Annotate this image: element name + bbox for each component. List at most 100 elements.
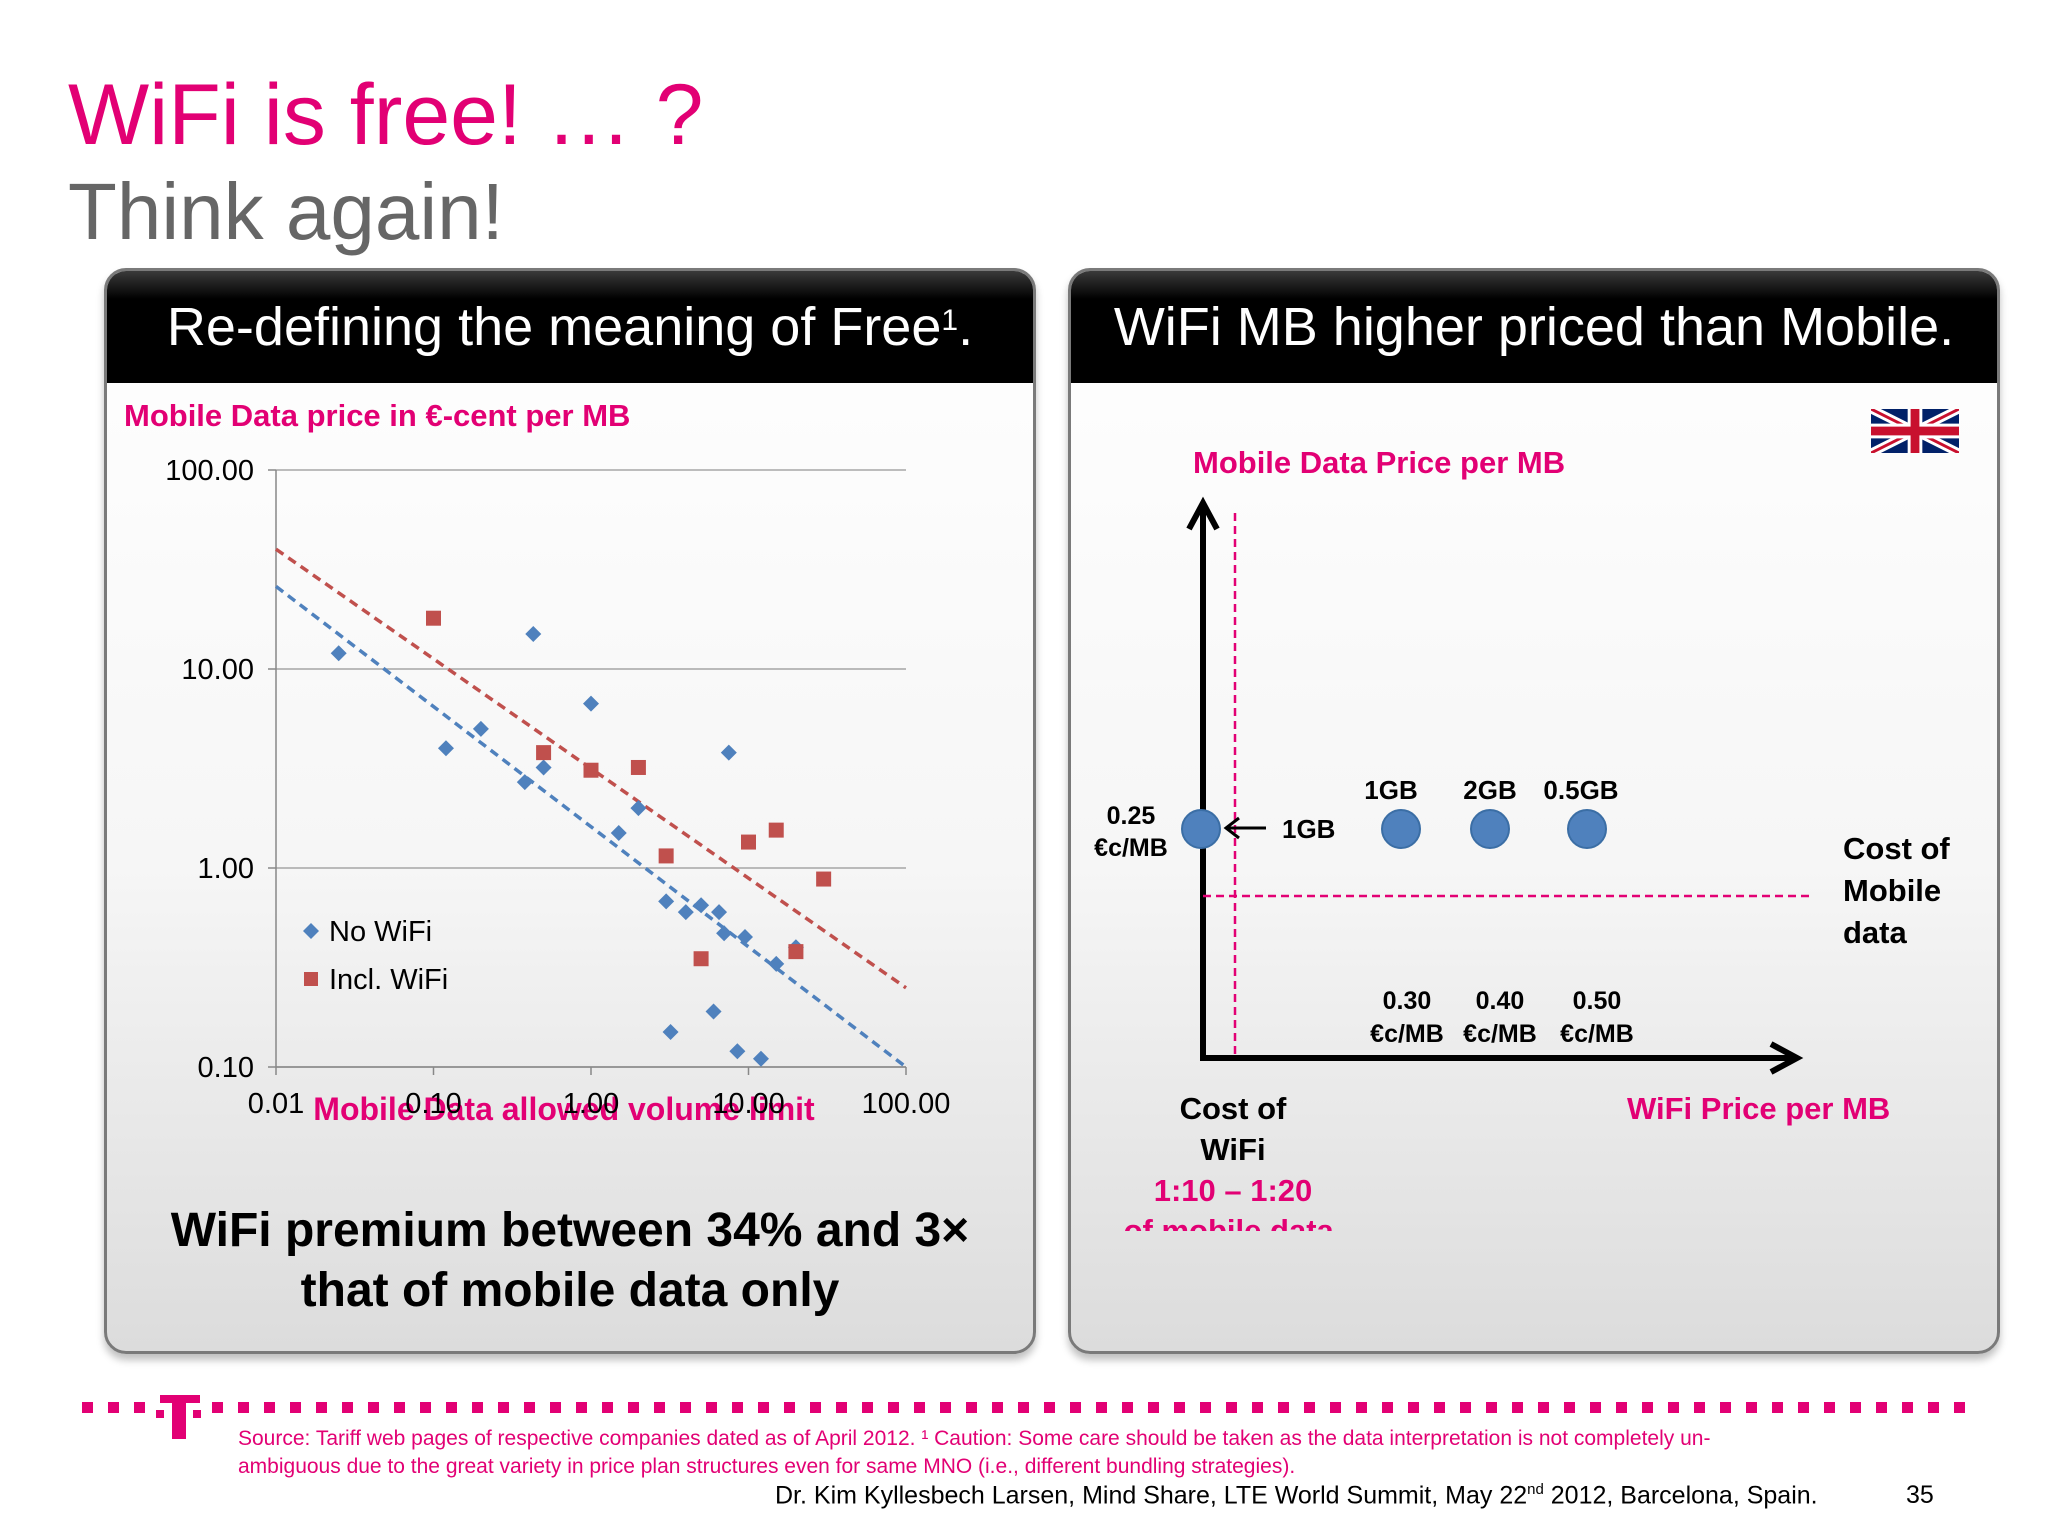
bubble-1gb-price-2: €c/MB bbox=[1370, 1020, 1444, 1048]
trendline-no-wifi bbox=[274, 585, 908, 1069]
y-axis-label: Mobile Data Price per MB bbox=[1193, 445, 1565, 480]
pointer-arrowhead bbox=[1223, 816, 1240, 840]
footer-dot bbox=[342, 1402, 353, 1413]
data-point-no-wifi bbox=[583, 695, 599, 712]
footer-dot bbox=[1434, 1402, 1445, 1413]
left-panel-header-text: Re-defining the meaning of Free bbox=[166, 297, 942, 357]
data-point-no-wifi bbox=[610, 824, 627, 841]
wifi-cost-label-2: WiFi bbox=[1200, 1132, 1265, 1167]
footer-dot bbox=[966, 1402, 977, 1413]
data-point-no-wifi bbox=[330, 645, 347, 662]
footer-dot bbox=[1252, 1402, 1263, 1413]
footer-dot bbox=[1720, 1402, 1731, 1413]
footer-dot bbox=[1928, 1402, 1939, 1413]
data-point-no-wifi bbox=[658, 893, 675, 910]
mobile-cost-label-2: Mobile bbox=[1843, 873, 1941, 908]
data-point-no-wifi bbox=[711, 904, 728, 921]
footer-dot bbox=[108, 1402, 119, 1413]
x-axis-arrowhead bbox=[1769, 1041, 1804, 1075]
legend-label: No WiFi bbox=[329, 916, 432, 948]
footer-dot bbox=[1486, 1402, 1497, 1413]
footer-dot bbox=[836, 1402, 847, 1413]
footer-dot bbox=[368, 1402, 379, 1413]
t-logo-icon bbox=[156, 1395, 201, 1439]
footer-dot bbox=[602, 1402, 613, 1413]
bubble-05gb-price-2: €c/MB bbox=[1560, 1020, 1634, 1048]
ratio-label-2: of mobile data. bbox=[1124, 1213, 1343, 1231]
scatter-chart: Mobile Data price in €-cent per MB Mobil… bbox=[124, 398, 950, 1123]
footer-dot bbox=[1200, 1402, 1211, 1413]
footer-dot bbox=[888, 1402, 899, 1413]
footer-dot bbox=[446, 1402, 457, 1413]
data-point-incl-wifi bbox=[788, 944, 804, 960]
bubble-1gb-price-1: 0.30 bbox=[1383, 987, 1432, 1015]
bubble-2gb-price-2: €c/MB bbox=[1463, 1020, 1537, 1048]
footer-dot bbox=[1772, 1402, 1783, 1413]
footer-dot bbox=[784, 1402, 795, 1413]
footer-dot bbox=[550, 1402, 561, 1413]
data-point-incl-wifi bbox=[658, 848, 674, 864]
footer-dot bbox=[1876, 1402, 1887, 1413]
data-point-no-wifi bbox=[720, 744, 737, 761]
x-tick-label: 10.00 bbox=[712, 1088, 785, 1120]
wifi-cost-label-1: Cost of bbox=[1180, 1091, 1287, 1126]
data-point-incl-wifi bbox=[816, 871, 832, 887]
footer-dot bbox=[1564, 1402, 1575, 1413]
footer-dot bbox=[82, 1402, 93, 1413]
y-tick-label: 1.00 bbox=[198, 853, 254, 885]
footer-dot bbox=[1694, 1402, 1705, 1413]
y-axis-arrowhead bbox=[1186, 496, 1220, 531]
right-panel: WiFi MB higher priced than Mobile. Mobil… bbox=[1068, 268, 2000, 1354]
footer-dot bbox=[706, 1402, 717, 1413]
page-number: 35 bbox=[1906, 1481, 1934, 1509]
footer-dot bbox=[1642, 1402, 1653, 1413]
footer-dot bbox=[1824, 1402, 1835, 1413]
axis-point-price-line-1: 0.25 bbox=[1107, 802, 1156, 830]
axis-price-bubble bbox=[1181, 809, 1221, 849]
footer-dot bbox=[1460, 1402, 1471, 1413]
right-panel-header: WiFi MB higher priced than Mobile. bbox=[1071, 271, 1997, 383]
footer-dot bbox=[1330, 1402, 1341, 1413]
footer-dot bbox=[212, 1402, 223, 1413]
bubble-05gb bbox=[1567, 809, 1607, 849]
credit-sup: nd bbox=[1527, 1481, 1544, 1498]
left-panel-header-end: . bbox=[958, 297, 974, 357]
bubble-2gb bbox=[1470, 809, 1510, 849]
data-point-incl-wifi bbox=[693, 951, 709, 967]
x-tick-label: 0.10 bbox=[405, 1088, 461, 1120]
footer-dot bbox=[1122, 1402, 1133, 1413]
footer-dot bbox=[628, 1402, 639, 1413]
footer-dot bbox=[992, 1402, 1003, 1413]
footer-dot bbox=[1590, 1402, 1601, 1413]
footer-dot bbox=[940, 1402, 951, 1413]
footer-dot bbox=[472, 1402, 483, 1413]
footer-dot bbox=[1382, 1402, 1393, 1413]
footer-dot bbox=[290, 1402, 301, 1413]
footer-dot bbox=[394, 1402, 405, 1413]
data-point-no-wifi bbox=[630, 800, 647, 817]
footer-dot bbox=[498, 1402, 509, 1413]
footer-dot bbox=[420, 1402, 431, 1413]
footer-dot bbox=[1278, 1402, 1289, 1413]
x-tick-label: 1.00 bbox=[563, 1088, 619, 1120]
footer-dot bbox=[1408, 1402, 1419, 1413]
left-panel-header: Re-defining the meaning of Free1. bbox=[107, 271, 1033, 383]
conclusion-text: WiFi premium between 34% and 3× that of … bbox=[107, 1201, 1033, 1321]
bubble-1gb bbox=[1381, 809, 1421, 849]
footer-dot bbox=[1044, 1402, 1055, 1413]
data-point-no-wifi bbox=[662, 1023, 679, 1040]
footer-dot bbox=[654, 1402, 665, 1413]
data-point-no-wifi bbox=[535, 759, 552, 776]
footer-dot bbox=[1070, 1402, 1081, 1413]
conclusion-line-1: WiFi premium between 34% and 3× bbox=[170, 1204, 970, 1257]
data-point-incl-wifi bbox=[536, 745, 552, 761]
y-tick-label: 10.00 bbox=[181, 654, 254, 686]
data-point-no-wifi bbox=[752, 1050, 769, 1067]
data-point-no-wifi bbox=[472, 720, 489, 737]
footnote-marker: 1 bbox=[941, 304, 959, 337]
legend-label: Incl. WiFi bbox=[329, 964, 448, 996]
bubble-05gb-label: 0.5GB bbox=[1543, 775, 1618, 805]
bubble-05gb-price-1: 0.50 bbox=[1573, 987, 1622, 1015]
footer-dot bbox=[914, 1402, 925, 1413]
axis-point-price-line-2: €c/MB bbox=[1094, 834, 1168, 862]
